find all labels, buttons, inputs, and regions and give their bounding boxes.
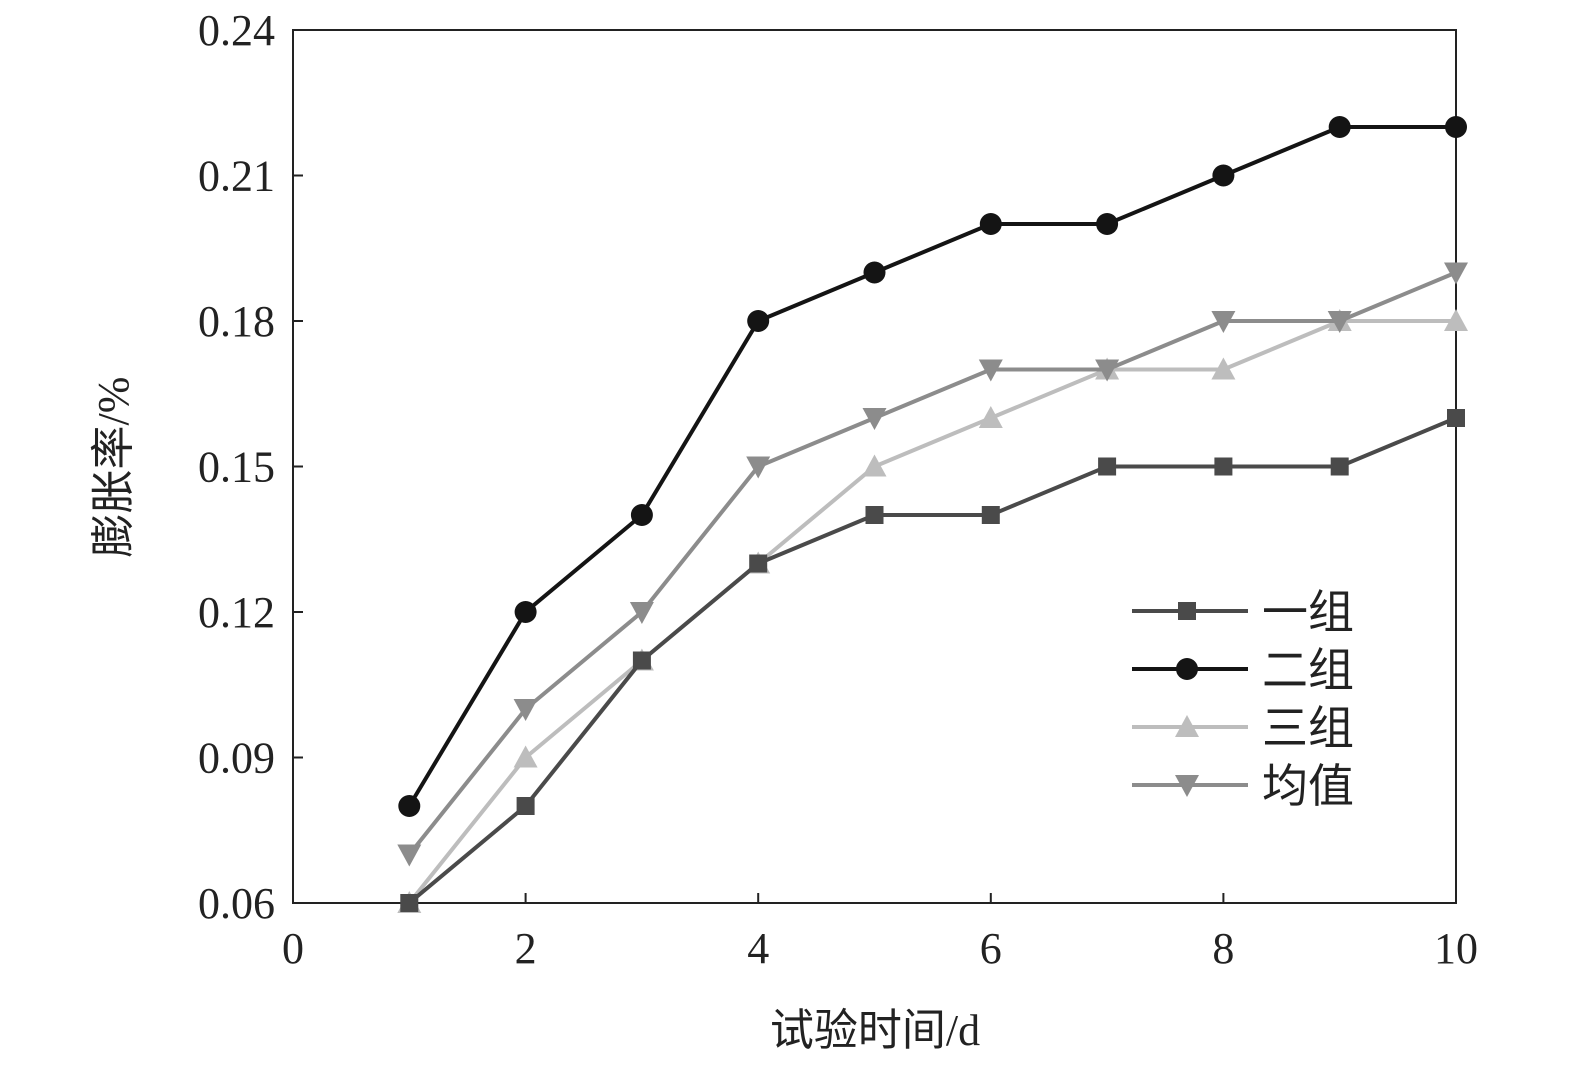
legend-marker xyxy=(1176,658,1198,680)
data-point xyxy=(863,261,886,284)
data-point xyxy=(1444,262,1468,285)
legend-item: 均值 xyxy=(1132,761,1354,812)
data-point xyxy=(630,504,653,526)
data-point xyxy=(1095,359,1120,382)
x-tick-label: 8 xyxy=(1212,924,1234,973)
data-point xyxy=(513,745,538,768)
data-point xyxy=(398,795,421,817)
y-tick-label: 0.06 xyxy=(198,879,275,928)
series-line xyxy=(407,319,1456,905)
data-point xyxy=(516,797,535,815)
data-point xyxy=(978,406,1003,428)
series-1 xyxy=(400,409,1465,912)
series-4 xyxy=(397,262,1468,867)
data-point xyxy=(1214,457,1233,476)
data-point xyxy=(632,651,651,670)
data-point xyxy=(1211,311,1236,333)
data-point xyxy=(1098,457,1117,476)
data-point xyxy=(1444,309,1468,331)
data-point xyxy=(1330,457,1349,476)
data-point xyxy=(1096,213,1119,235)
y-tick-label: 0.24 xyxy=(198,6,275,55)
y-tick-label: 0.09 xyxy=(198,734,275,783)
data-point xyxy=(981,506,1000,524)
x-tick-label: 4 xyxy=(747,924,769,973)
data-point xyxy=(749,554,768,573)
legend-item: 二组 xyxy=(1132,645,1354,696)
y-tick-label: 0.18 xyxy=(198,297,275,346)
series-line xyxy=(408,416,1457,905)
data-point xyxy=(514,601,537,623)
series-group xyxy=(397,116,1468,913)
axes: 0 2 4 6 8 10 0.06 0.09 0.12 0.15 0.18 0.21 0.24 xyxy=(198,6,1478,973)
data-point xyxy=(978,359,1003,382)
y-tick-label: 0.21 xyxy=(198,152,275,201)
legend-item: 一组 xyxy=(1132,587,1354,638)
legend-label: 三组 xyxy=(1262,703,1354,754)
x-axis-label: 试验时间/d xyxy=(770,1006,980,1055)
x-tick-label: 6 xyxy=(980,924,1002,973)
y-tick-label: 0.15 xyxy=(198,443,275,492)
legend-marker xyxy=(1178,602,1196,620)
series-line xyxy=(407,125,1456,808)
data-point xyxy=(1328,116,1351,138)
x-tick-label: 10 xyxy=(1434,924,1478,973)
data-point xyxy=(862,408,887,430)
series-line xyxy=(407,270,1457,856)
legend-label: 二组 xyxy=(1262,645,1354,696)
data-point xyxy=(513,699,538,721)
data-point xyxy=(862,454,887,477)
legend-label: 一组 xyxy=(1262,587,1354,638)
data-point xyxy=(1445,116,1467,138)
legend-label: 均值 xyxy=(1262,761,1354,812)
x-tick-label: 2 xyxy=(515,924,537,973)
data-point xyxy=(979,213,1002,235)
data-point xyxy=(1327,311,1352,333)
data-point xyxy=(1447,409,1465,427)
data-point xyxy=(747,310,770,332)
legend-marker xyxy=(1175,775,1199,797)
y-axis-label: 膨胀率/% xyxy=(89,377,138,558)
y-tick-label: 0.12 xyxy=(198,588,275,637)
data-point xyxy=(1211,357,1236,380)
data-point xyxy=(865,506,884,524)
data-point xyxy=(629,602,654,624)
data-point xyxy=(397,844,422,867)
x-tick-label: 0 xyxy=(282,924,304,973)
data-point xyxy=(400,894,419,912)
legend-marker xyxy=(1175,715,1199,737)
data-point xyxy=(1212,164,1235,187)
legend-item: 三组 xyxy=(1132,703,1354,754)
data-point xyxy=(746,456,771,479)
series-2 xyxy=(398,116,1467,817)
